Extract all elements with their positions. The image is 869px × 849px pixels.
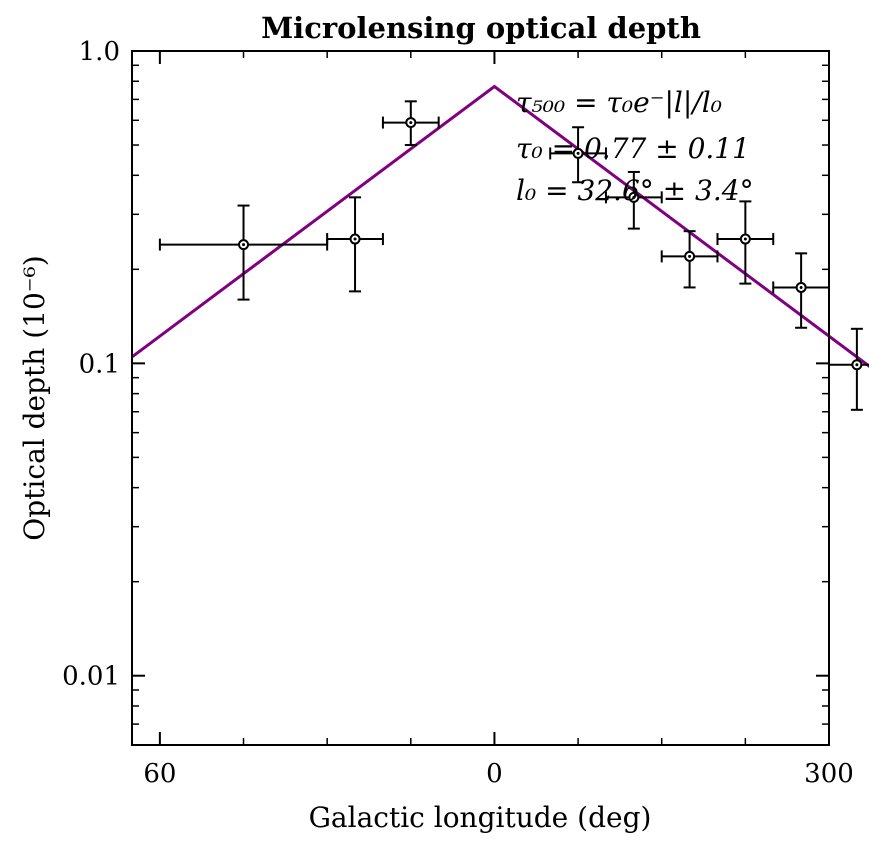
tick-labels: 6003002401801.00.10.01 <box>62 37 854 789</box>
y-tick-label: 1.0 <box>79 37 120 67</box>
data-point <box>604 170 663 230</box>
point-center <box>743 237 747 241</box>
x-axis-label: Galactic longitude (deg) <box>309 801 652 834</box>
point-center <box>688 254 692 258</box>
x-tick-label: 0 <box>486 759 503 789</box>
point-center <box>799 285 803 289</box>
point-center <box>353 237 357 241</box>
data-point <box>158 204 329 301</box>
data-point <box>716 200 775 285</box>
chart-title: Microlensing optical depth <box>261 11 701 45</box>
axis-ticks <box>132 50 830 745</box>
point-center <box>632 195 636 199</box>
y-axis-label: Optical depth (10⁻⁶) <box>18 255 51 540</box>
data-point <box>772 252 830 329</box>
x-tick-label: 60 <box>143 759 176 789</box>
data-point <box>660 230 719 289</box>
annotation-tau0: τ₀ = 0.77 ± 0.11 <box>516 132 750 165</box>
x-tick-label: 300 <box>804 759 854 789</box>
data-point <box>326 196 384 293</box>
plot-frame <box>131 50 830 746</box>
point-center <box>409 121 413 125</box>
point-center <box>576 151 580 155</box>
y-tick-label: 0.01 <box>62 662 120 692</box>
y-tick-label: 0.1 <box>79 349 120 379</box>
data-point <box>381 100 440 147</box>
fit-line <box>131 84 869 368</box>
point-center <box>242 243 246 247</box>
data-point <box>549 126 607 184</box>
point-center <box>855 363 859 367</box>
annotation-l0: l₀ = 32.6° ± 3.4° <box>516 174 754 207</box>
annotation-formula: τ₅₀₀ = τ₀e⁻|l|/l₀ <box>516 86 722 119</box>
data-points-layer <box>158 100 869 411</box>
fit-line-layer <box>131 84 869 368</box>
